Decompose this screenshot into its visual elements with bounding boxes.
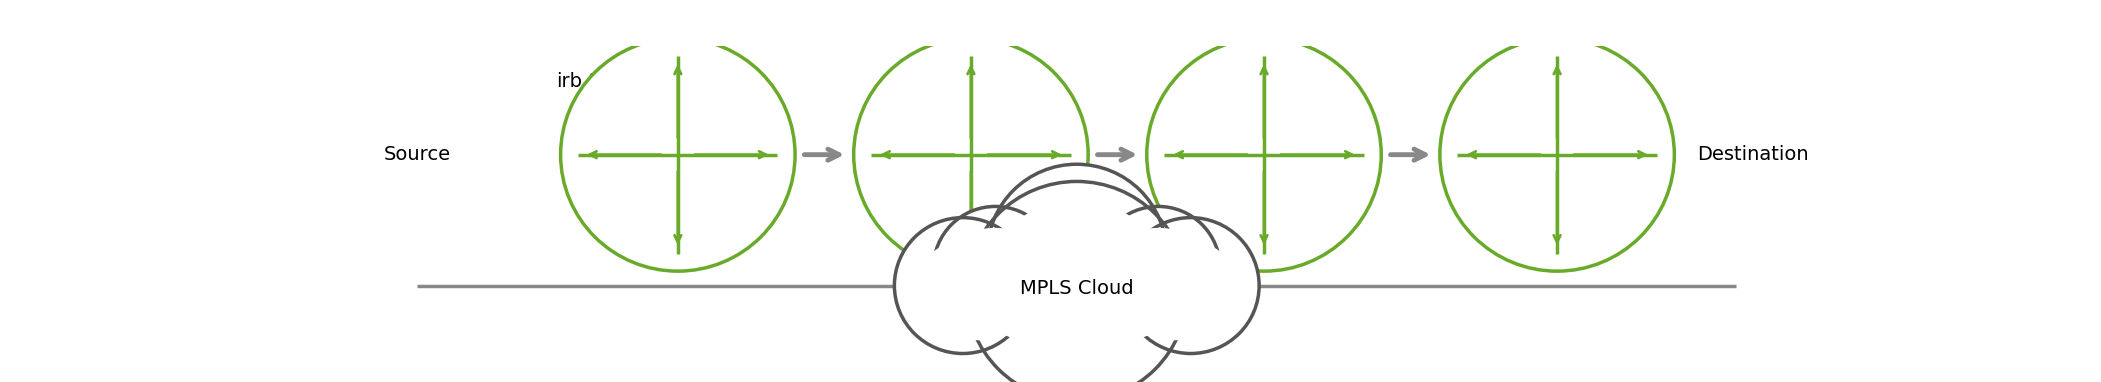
Ellipse shape — [966, 181, 1187, 382]
Ellipse shape — [996, 200, 1158, 330]
Ellipse shape — [914, 237, 1044, 340]
Text: PE2: PE2 — [1538, 242, 1576, 261]
Ellipse shape — [987, 164, 1166, 342]
Ellipse shape — [895, 218, 1032, 353]
Text: Destination: Destination — [1698, 145, 1809, 164]
Ellipse shape — [1147, 38, 1380, 271]
Text: P1: P1 — [958, 242, 983, 261]
Ellipse shape — [853, 38, 1088, 271]
Ellipse shape — [933, 206, 1057, 329]
Text: irb.10: irb.10 — [557, 72, 613, 91]
Ellipse shape — [1093, 228, 1223, 332]
Ellipse shape — [1097, 206, 1221, 329]
Text: P2: P2 — [1252, 242, 1275, 261]
Ellipse shape — [931, 228, 1061, 332]
Ellipse shape — [971, 225, 1183, 351]
Text: PE1: PE1 — [660, 242, 695, 261]
Ellipse shape — [561, 38, 794, 271]
Text: MPLS Cloud: MPLS Cloud — [1019, 279, 1135, 298]
Ellipse shape — [1109, 237, 1240, 340]
Ellipse shape — [1439, 38, 1674, 271]
Ellipse shape — [1122, 218, 1258, 353]
Text: Source: Source — [384, 145, 452, 164]
